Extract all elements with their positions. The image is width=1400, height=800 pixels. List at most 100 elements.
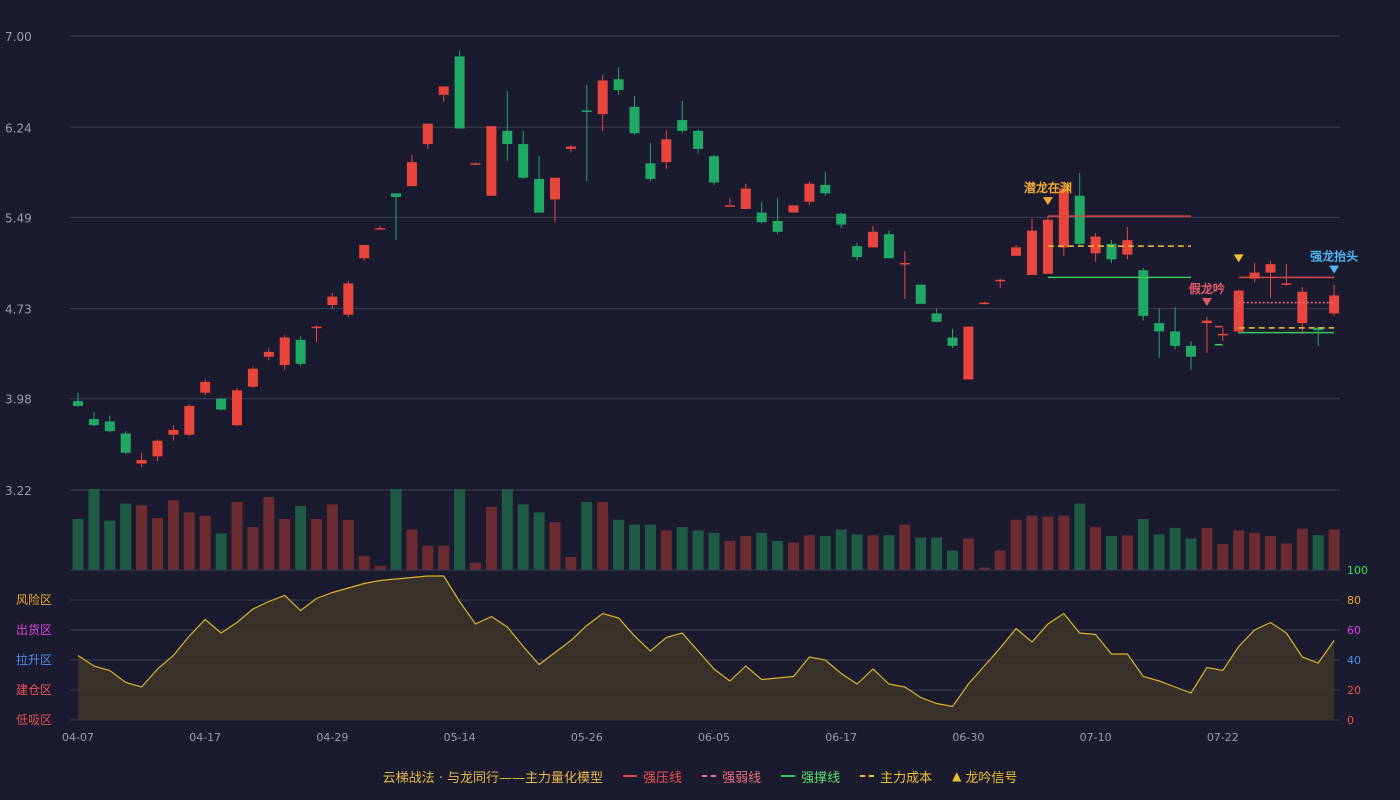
candle-body bbox=[565, 146, 576, 149]
volume-bar bbox=[1010, 519, 1022, 570]
volume-bar bbox=[788, 542, 799, 570]
candle-body bbox=[613, 79, 624, 91]
candle-body bbox=[740, 188, 751, 209]
volume-bar bbox=[613, 519, 625, 570]
volume-bar bbox=[263, 497, 275, 570]
volume-bar bbox=[72, 518, 84, 570]
x-tick-label: 05-14 bbox=[444, 731, 476, 744]
candle-body bbox=[1106, 243, 1117, 260]
volume-bar bbox=[915, 537, 927, 570]
candle-body bbox=[311, 326, 322, 329]
volume-bar bbox=[947, 550, 958, 570]
candle-body bbox=[120, 433, 131, 453]
price-tick-label: 3.98 bbox=[5, 393, 32, 407]
volume-bar bbox=[485, 506, 497, 570]
x-tick-label: 04-07 bbox=[62, 731, 94, 744]
volume-bar bbox=[660, 530, 672, 570]
candle-body bbox=[883, 234, 894, 259]
candle-body bbox=[470, 163, 481, 165]
volume-bar bbox=[549, 522, 561, 570]
candle-body bbox=[1090, 236, 1101, 254]
candle-body bbox=[438, 86, 449, 95]
candle-body bbox=[1170, 331, 1181, 346]
volume-bar bbox=[1137, 518, 1149, 570]
volume-bar bbox=[279, 518, 291, 570]
volume-bar bbox=[183, 512, 195, 570]
volume-bar bbox=[835, 529, 847, 570]
candle-body bbox=[677, 120, 688, 131]
volume-bar bbox=[1312, 535, 1324, 570]
volume-bar bbox=[756, 532, 768, 570]
legend-item-signal[interactable]: ▲ 龙吟信号 bbox=[952, 769, 1018, 786]
volume-bar bbox=[199, 515, 211, 570]
candle-body bbox=[1329, 295, 1340, 314]
volume-bar bbox=[533, 512, 545, 570]
volume-bar bbox=[644, 524, 656, 570]
candle-body bbox=[136, 459, 147, 464]
volume-bar bbox=[88, 489, 100, 570]
candle-body bbox=[947, 337, 958, 346]
candle-body bbox=[1233, 290, 1244, 332]
volume-bar bbox=[740, 535, 752, 570]
volume-bar bbox=[1026, 515, 1038, 570]
candle-body bbox=[661, 139, 672, 163]
legend-item-press[interactable]: 强压线 bbox=[623, 767, 682, 786]
candle-body bbox=[1186, 345, 1196, 357]
signal-arrow-icon bbox=[1042, 197, 1053, 206]
legend-item-weak[interactable]: 强弱线 bbox=[702, 767, 761, 786]
candle-body bbox=[1217, 333, 1228, 336]
oscillator-tick-label: 0 bbox=[1347, 714, 1354, 727]
x-tick-label: 06-30 bbox=[952, 731, 984, 744]
candle-body bbox=[184, 405, 195, 435]
x-tick-label: 07-10 bbox=[1080, 731, 1112, 744]
legend-item-support[interactable]: 强撑线 bbox=[781, 767, 840, 786]
price-tick-label: 5.49 bbox=[5, 211, 32, 225]
price-tick-label: 7.00 bbox=[5, 30, 32, 44]
signal-arrow-icon bbox=[1201, 298, 1212, 307]
volume-bar bbox=[406, 529, 418, 570]
signal-label: 强龙抬头 bbox=[1310, 249, 1358, 264]
volume-bar bbox=[978, 567, 990, 570]
volume-bar bbox=[501, 489, 513, 570]
volume-bar bbox=[231, 501, 243, 570]
volume-bar bbox=[470, 562, 481, 570]
candle-body bbox=[486, 126, 497, 196]
volume-bar bbox=[597, 501, 609, 570]
zone-label: 风险区 bbox=[16, 592, 52, 607]
volume-bar bbox=[962, 538, 974, 570]
chart-legend: 云梯战法 · 与龙同行——主力量化模型 强压线 强弱线 强撑线 主力成本 ▲ 龙吟… bbox=[0, 765, 1400, 787]
volume-bar bbox=[1217, 544, 1229, 570]
candle-body bbox=[820, 184, 831, 194]
x-tick-label: 07-22 bbox=[1207, 731, 1239, 744]
volume-bar bbox=[565, 557, 577, 570]
candle-body bbox=[550, 177, 560, 200]
legend-item-cost[interactable]: 主力成本 bbox=[860, 767, 932, 786]
signal-triangle-icon: ▲ bbox=[952, 769, 962, 783]
volume-bar bbox=[1233, 530, 1245, 570]
volume-bar bbox=[374, 565, 386, 570]
volume-bar bbox=[708, 532, 720, 570]
candle-body bbox=[422, 123, 433, 145]
signal-arrow-icon bbox=[1233, 254, 1244, 263]
volume-bar bbox=[1042, 516, 1054, 570]
candle-body bbox=[1297, 291, 1308, 324]
candle-body bbox=[772, 220, 783, 232]
volume-bar bbox=[883, 535, 895, 570]
volume-bar bbox=[819, 535, 831, 570]
volume-bar bbox=[1280, 543, 1292, 570]
zone-label: 建仓区 bbox=[16, 683, 52, 697]
candle-body bbox=[1058, 188, 1069, 248]
candle-body bbox=[1074, 195, 1085, 244]
x-tick-label: 04-17 bbox=[189, 731, 221, 744]
volume-bar bbox=[803, 535, 815, 570]
candle-body bbox=[597, 80, 608, 115]
volume-bar bbox=[454, 489, 466, 570]
candle-body bbox=[1122, 240, 1133, 255]
candle-body bbox=[709, 156, 719, 183]
candle-body bbox=[645, 163, 656, 179]
volume-bar bbox=[1185, 538, 1197, 570]
candle-body bbox=[852, 246, 863, 257]
signal-arrow-icon bbox=[1329, 265, 1340, 274]
candle-body bbox=[216, 398, 227, 410]
